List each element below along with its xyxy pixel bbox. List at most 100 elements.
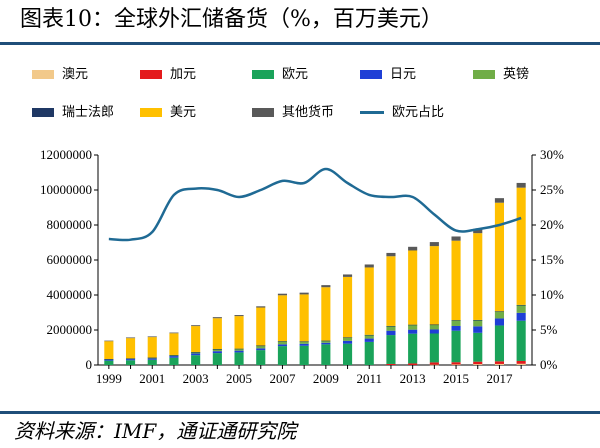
- legend-swatch-eur: [252, 70, 274, 79]
- legend-swatch-cad: [140, 70, 162, 79]
- bar-segment-eur: [342, 343, 353, 365]
- fx-reserves-chart: 0 2000000 4000000 6000000 8000000 10000000 120…: [40, 147, 564, 386]
- bar-segment-gbp: [451, 320, 461, 326]
- bar-segment-usd: [342, 276, 353, 338]
- bar-segment-usd: [386, 256, 396, 326]
- bar-segment-gbp: [234, 348, 244, 351]
- bar-segment-usd: [147, 337, 157, 358]
- source-note: 资料来源：IMF，通证通研究院: [14, 419, 297, 443]
- bar-segment-chf: [212, 349, 222, 350]
- bar-segment-chf: [386, 325, 396, 327]
- bar-segment-chf: [277, 341, 288, 342]
- bar-segment-gbp: [386, 325, 396, 331]
- bar-segment-gbp: [299, 341, 309, 344]
- bar-segment-other: [516, 182, 526, 188]
- bar-segment-chf: [191, 351, 201, 353]
- bar-segment-aud: [516, 363, 526, 365]
- legend-item-jpy: 日元: [360, 65, 416, 85]
- legend-label-aud: 澳元: [62, 67, 89, 82]
- bar-segment-cad: [494, 361, 505, 364]
- y-right-tick-label: 10%: [540, 287, 564, 302]
- title-rule: [0, 42, 600, 45]
- bar-segment-other: [451, 236, 461, 241]
- bar-segment-chf: [104, 358, 114, 360]
- bar-segment-gbp: [212, 349, 222, 352]
- legend-swatch-aud: [32, 70, 54, 79]
- chart-title: 图表10：全球外汇储备货（%，百万美元）: [20, 7, 443, 32]
- bar-segment-eur: [125, 360, 136, 365]
- bar-segment-other: [169, 332, 179, 334]
- bar-segment-gbp: [408, 324, 418, 330]
- bar-segment-eur: [277, 346, 288, 365]
- bar-segment-other: [364, 264, 374, 268]
- bar-segment-jpy: [299, 343, 309, 346]
- bar-segment-cad: [386, 363, 396, 365]
- bar-segment-usd: [234, 316, 244, 349]
- x-tick-label: 2011: [356, 371, 382, 386]
- bar-segment-usd: [212, 318, 222, 350]
- bar-segment-other: [321, 285, 331, 288]
- bar-segment-jpy: [386, 330, 396, 336]
- bar-segment-gbp: [473, 320, 483, 327]
- y-right-tick-label: 25%: [540, 182, 564, 197]
- bar-segment-eur: [429, 333, 439, 363]
- bar-segment-eur: [408, 333, 418, 364]
- bar-segment-usd: [191, 326, 201, 352]
- bar-segment-gbp: [342, 337, 353, 341]
- bar-segment-chf: [125, 358, 136, 359]
- bar-segment-eur: [473, 332, 483, 362]
- bar-segment-other: [147, 336, 157, 338]
- bar-segment-usd: [125, 338, 136, 359]
- bar-segment-eur: [299, 345, 309, 365]
- y-left-tick-label: 2000000: [47, 322, 93, 337]
- bar-segment-chf: [473, 319, 483, 321]
- bar-segment-usd: [104, 341, 114, 359]
- bar-segment-eur: [147, 359, 157, 365]
- bar-segment-usd: [408, 250, 418, 325]
- bar-segment-usd: [494, 202, 505, 312]
- bar-segment-chf: [408, 324, 418, 326]
- y-right-tick-label: 30%: [540, 147, 564, 162]
- bar-segment-chf: [321, 340, 331, 342]
- legend-item-aud: 澳元: [32, 65, 88, 85]
- bar-segment-eur: [234, 352, 244, 365]
- bar-segment-other: [191, 325, 201, 327]
- bar-segment-jpy: [125, 359, 136, 361]
- legend-label-jpy: 日元: [390, 67, 417, 82]
- bar-segment-other: [342, 274, 353, 277]
- bar-segment-jpy: [408, 329, 418, 334]
- bar-segment-gbp: [256, 345, 266, 349]
- bar-segment-jpy: [451, 325, 461, 331]
- y-right-tick-label: 5%: [540, 322, 558, 337]
- x-tick-label: 2017: [486, 371, 513, 386]
- bar-segment-usd: [473, 233, 483, 320]
- bar-segment-eur: [191, 355, 201, 365]
- bar-segment-jpy: [147, 358, 157, 360]
- bar-segment-other: [212, 317, 222, 319]
- bar-segment-usd: [429, 246, 439, 325]
- bar-segment-cad: [473, 361, 483, 365]
- legend-swatch-other: [252, 108, 274, 117]
- bar-segment-chf: [516, 304, 526, 306]
- bar-segment-gbp: [277, 341, 288, 345]
- y-left-tick-label: 8000000: [47, 217, 93, 232]
- bar-segment-other: [125, 337, 136, 339]
- bar-segment-jpy: [516, 312, 526, 321]
- bar-segment-gbp: [429, 324, 439, 330]
- x-tick-label: 2009: [313, 371, 339, 386]
- eur-share-line: [108, 167, 522, 242]
- legend-line-eur-share: [360, 111, 384, 114]
- bar-segment-jpy: [364, 338, 374, 342]
- bar-segment-usd: [321, 287, 331, 341]
- bar-segment-eur: [364, 341, 374, 365]
- bar-segment-cad: [516, 360, 526, 364]
- y-left-tick-label: 0: [86, 357, 93, 372]
- bar-segment-chf: [494, 311, 505, 312]
- bar-segment-jpy: [277, 344, 288, 347]
- bar-segment-chf: [256, 345, 266, 347]
- bar-segment-gbp: [364, 334, 374, 339]
- legend-item-cad: 加元: [140, 65, 196, 85]
- bar-segment-jpy: [473, 326, 483, 333]
- bar-segment-other: [299, 292, 309, 295]
- bar-segment-other: [256, 306, 266, 308]
